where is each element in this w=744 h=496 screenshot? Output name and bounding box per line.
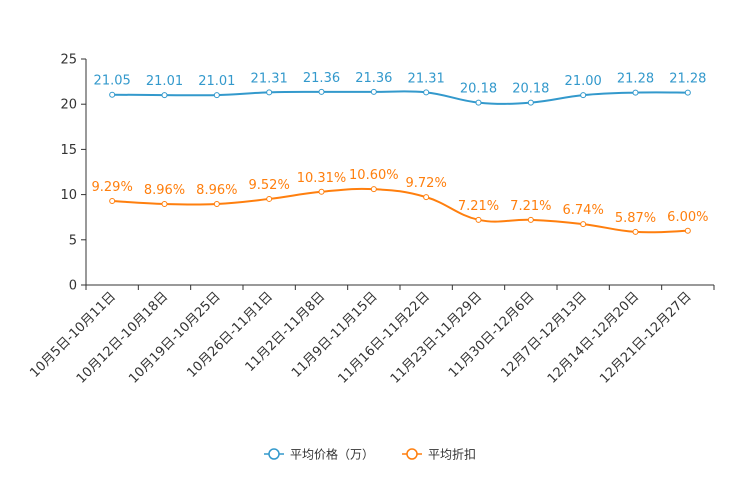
data-label: 9.29% — [92, 180, 133, 195]
data-label: 10.60% — [349, 168, 399, 183]
data-point — [109, 198, 116, 205]
data-point — [109, 91, 116, 98]
data-point — [318, 88, 325, 95]
series-line-1 — [112, 90, 688, 105]
data-label: 21.28 — [669, 72, 706, 87]
series-points — [109, 88, 691, 235]
data-point — [475, 216, 482, 223]
data-point — [370, 186, 377, 193]
legend: 平均价格（万） 平均折扣 — [264, 447, 476, 462]
data-label: 5.87% — [615, 211, 656, 226]
data-label: 9.52% — [249, 178, 290, 193]
x-tick-label: 11月16日-11月22日 — [336, 289, 433, 386]
data-label: 21.01 — [146, 74, 183, 89]
series-lines — [112, 90, 688, 234]
data-label: 7.21% — [458, 199, 499, 214]
data-label: 8.96% — [144, 183, 185, 198]
legend-marker-1 — [268, 448, 280, 460]
data-point — [475, 99, 482, 106]
data-point — [213, 92, 220, 99]
data-point — [266, 89, 273, 96]
data-point — [527, 216, 534, 223]
y-tick-label: 10 — [60, 188, 77, 203]
x-tick-label: 10月12日-10月18日 — [74, 289, 171, 386]
x-tick-label: 10月19日-10月25日 — [126, 289, 223, 386]
data-label: 21.00 — [565, 74, 602, 89]
y-axis-labels: 0 5 10 15 20 25 — [60, 53, 77, 294]
data-point — [684, 227, 691, 234]
data-point — [632, 228, 639, 235]
data-label: 21.31 — [251, 71, 288, 86]
data-label: 21.28 — [617, 72, 654, 87]
data-labels: 21.05 21.01 21.01 21.31 21.36 21.36 21.31 20.18… — [92, 71, 709, 226]
y-tick-label: 25 — [60, 53, 77, 68]
data-label: 8.96% — [196, 183, 237, 198]
data-point — [423, 194, 430, 201]
y-tick-label: 0 — [69, 279, 77, 294]
y-tick-label: 5 — [69, 233, 77, 248]
y-tick-label: 15 — [60, 143, 77, 158]
data-label: 21.36 — [303, 71, 340, 86]
data-point — [161, 201, 168, 208]
data-label: 21.31 — [408, 71, 445, 86]
series-line-2 — [112, 187, 688, 234]
data-point — [370, 88, 377, 95]
data-label: 7.21% — [510, 199, 551, 214]
x-tick-label: 11月23日-11月29日 — [388, 289, 485, 386]
x-tick-label: 12月14日-12月20日 — [545, 289, 642, 386]
data-point — [213, 201, 220, 208]
data-point — [161, 92, 168, 99]
y-tick-label: 20 — [60, 98, 77, 113]
data-label: 21.01 — [198, 74, 235, 89]
data-label: 6.00% — [667, 210, 708, 225]
data-label: 9.72% — [406, 176, 447, 191]
data-point — [684, 89, 691, 96]
legend-label-2: 平均折扣 — [428, 447, 476, 462]
data-label: 21.05 — [94, 74, 131, 89]
x-axis-labels: 10月5日-10月11日10月12日-10月18日10月19日-10月25日10… — [27, 289, 694, 386]
data-point — [318, 188, 325, 195]
chart-axes — [81, 58, 715, 290]
data-point — [632, 89, 639, 96]
data-point — [423, 89, 430, 96]
x-tick-label: 12月21日-12月27日 — [597, 289, 694, 386]
data-point — [580, 92, 587, 99]
legend-marker-2 — [406, 448, 418, 460]
data-label: 20.18 — [460, 82, 497, 97]
data-label: 21.36 — [355, 71, 392, 86]
legend-label-1: 平均价格（万） — [290, 447, 374, 462]
data-label: 6.74% — [563, 203, 604, 218]
data-label: 10.31% — [297, 171, 347, 186]
data-label: 20.18 — [512, 82, 549, 97]
data-point — [580, 221, 587, 228]
data-point — [527, 99, 534, 106]
x-tick-label: 10月5日-10月11日 — [27, 289, 119, 381]
data-point — [266, 195, 273, 202]
